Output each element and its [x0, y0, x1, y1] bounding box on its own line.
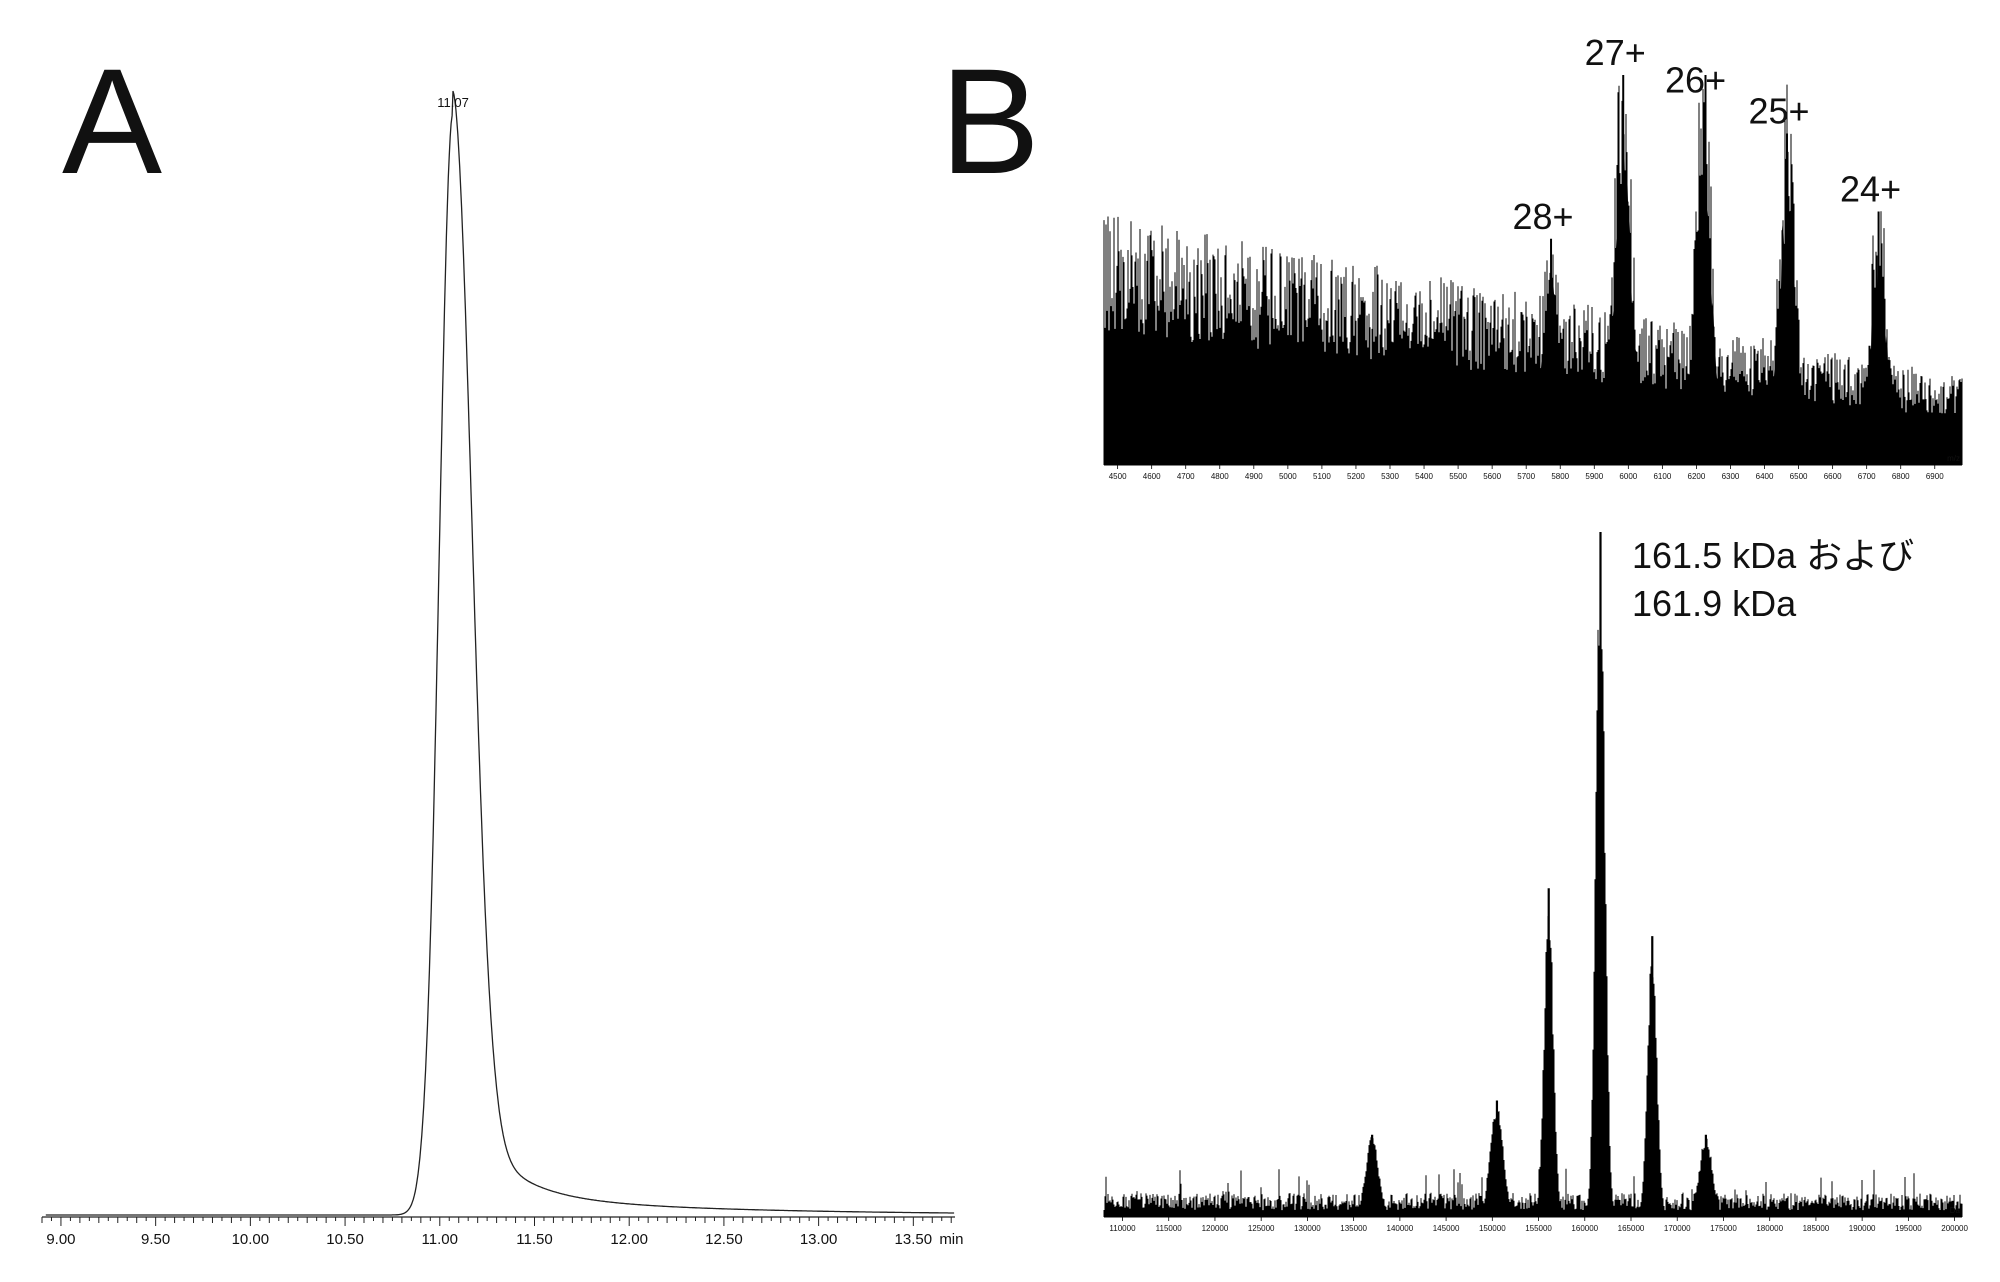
x-tick-label: 130000 [1294, 1224, 1321, 1233]
x-tick-label: 11.50 [516, 1231, 552, 1248]
x-tick-label: 170000 [1664, 1224, 1691, 1233]
x-tick-label: 4700 [1177, 472, 1195, 481]
x-tick-label: 11.00 [422, 1231, 458, 1248]
x-tick-label: 6200 [1688, 472, 1706, 481]
x-tick-label: 6600 [1824, 472, 1842, 481]
x-tick-label: 5500 [1449, 472, 1467, 481]
x-tick-label: 5800 [1551, 472, 1569, 481]
x-tick-label: 10.50 [326, 1231, 364, 1248]
x-tick-label: 110000 [1109, 1224, 1136, 1233]
chromatogram-trace [45, 90, 955, 1216]
x-tick-label: 115000 [1156, 1224, 1183, 1233]
raw-ms-chart: 4500 4600 4700 4800 4900 5000 5100 5200 5300 5400… [1103, 32, 1963, 481]
x-tick-label: 4800 [1211, 472, 1229, 481]
raw-ms-body [1104, 131, 1962, 465]
chromatogram-chart: 9.00 9.50 10.00 10.50 11.00 11.50 12.00 12.50 13… [41, 90, 963, 1248]
peak-apex-label: 11.07 [437, 95, 469, 110]
x-tick-label: 175000 [1710, 1224, 1737, 1233]
charge-state-label: 28+ [1513, 196, 1574, 237]
charge-state-label: 27+ [1585, 32, 1646, 73]
x-tick-label: 190000 [1849, 1224, 1876, 1233]
x-tick-label: 13.50 [895, 1231, 933, 1248]
x-tick-label: 10.00 [232, 1231, 270, 1248]
x-tick-label: 150000 [1479, 1224, 1506, 1233]
x-tick-label: 200000 [1941, 1224, 1968, 1233]
mass-annotation-line: 161.9 kDa [1632, 583, 1797, 624]
x-unit-label: min [939, 1231, 963, 1248]
x-tick-label: 135000 [1340, 1224, 1367, 1233]
mass-annotation-line: 161.5 kDa および [1632, 535, 1914, 576]
x-unit-label: Da [1950, 1206, 1961, 1215]
x-tick-label: 9.50 [141, 1231, 170, 1248]
x-tick-label: 185000 [1803, 1224, 1830, 1233]
x-tick-label: 5000 [1279, 472, 1297, 481]
x-tick-label: 140000 [1387, 1224, 1414, 1233]
x-tick-label: 9.00 [46, 1231, 75, 1248]
x-tick-label: 155000 [1525, 1224, 1552, 1233]
x-tick-label: 5700 [1517, 472, 1535, 481]
x-tick-label: 120000 [1202, 1224, 1229, 1233]
x-tick-label: 6000 [1619, 472, 1637, 481]
deconvoluted-trace [1103, 609, 1963, 1217]
x-tick-label: 6500 [1790, 472, 1808, 481]
x-tick-label: 12.00 [610, 1231, 648, 1248]
x-tick-label: 5300 [1381, 472, 1399, 481]
x-tick-label: 6700 [1858, 472, 1876, 481]
charge-state-label: 26+ [1665, 59, 1726, 100]
x-tick-label: 195000 [1895, 1224, 1922, 1233]
x-tick-label: 125000 [1248, 1224, 1275, 1233]
x-tick-label: 5400 [1415, 472, 1433, 481]
x-tick-label: 4900 [1245, 472, 1263, 481]
x-tick-label: 6100 [1653, 472, 1671, 481]
charge-state-label: 24+ [1840, 169, 1901, 210]
x-unit-label: m/z [1947, 454, 1960, 463]
x-tick-label: 165000 [1618, 1224, 1645, 1233]
x-tick-label: 6300 [1722, 472, 1740, 481]
x-tick-label: 5200 [1347, 472, 1365, 481]
x-tick-label: 6800 [1892, 472, 1910, 481]
x-tick-label: 180000 [1756, 1224, 1783, 1233]
panel-a-label: A [62, 37, 162, 205]
x-tick-label: 160000 [1571, 1224, 1598, 1233]
deconvoluted-ms-chart: 110000 115000 120000 125000 130000 135000 1400… [1103, 532, 1968, 1233]
x-tick-label: 5900 [1585, 472, 1603, 481]
x-tick-label: 6900 [1926, 472, 1944, 481]
x-tick-label: 6400 [1756, 472, 1774, 481]
x-tick-label: 4600 [1143, 472, 1161, 481]
x-tick-label: 4500 [1109, 472, 1127, 481]
x-tick-label: 5100 [1313, 472, 1331, 481]
x-tick-label: 5600 [1483, 472, 1501, 481]
x-tick-label: 145000 [1433, 1224, 1460, 1233]
charge-state-label: 25+ [1748, 91, 1809, 132]
x-tick-label: 12.50 [705, 1231, 743, 1248]
panel-b-label: B [940, 37, 1040, 205]
x-tick-label: 13.00 [800, 1231, 838, 1248]
